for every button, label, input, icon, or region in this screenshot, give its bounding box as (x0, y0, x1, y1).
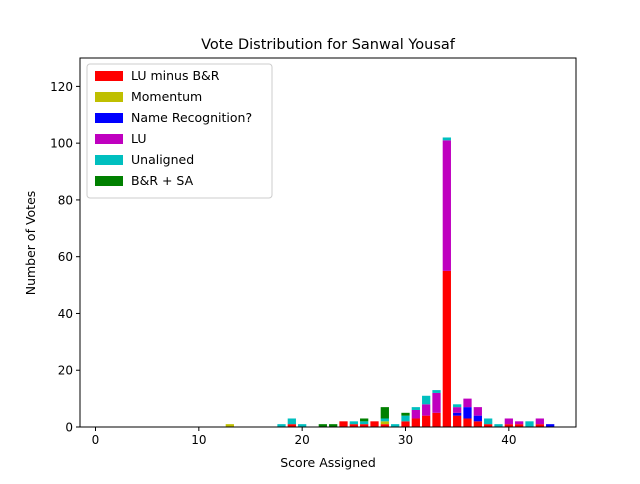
x-tick-label: 10 (191, 433, 206, 447)
bar-segment (463, 407, 472, 419)
bar-segment (453, 412, 462, 416)
bar-segment (422, 395, 431, 405)
bar-segment (546, 424, 555, 427)
bar-segment (463, 398, 472, 408)
bar-segment (318, 424, 327, 427)
y-axis-label: Number of Votes (23, 191, 38, 296)
bar-segment (484, 418, 493, 425)
chart-title: Vote Distribution for Sanwal Yousaf (201, 37, 456, 53)
legend-label: LU (131, 131, 147, 146)
bar-segment (515, 421, 524, 425)
bar-segment (380, 418, 389, 422)
bar-segment (298, 424, 307, 427)
x-axis-label: Score Assigned (280, 455, 376, 470)
bar-segment (453, 415, 462, 427)
legend-label: Momentum (131, 89, 202, 104)
bar-segment (401, 412, 410, 416)
axes: 0 10 20 30 40 0 20 40 60 80 100 120 (50, 57, 577, 447)
bar-segment (287, 418, 296, 425)
bar-segment (484, 424, 493, 427)
legend-swatch (95, 176, 123, 186)
y-tick-label: 60 (58, 250, 73, 264)
bar-segment (349, 421, 358, 425)
bar-segment (401, 421, 410, 427)
bar-segment (504, 424, 513, 427)
legend-label: LU minus B&R (131, 68, 220, 83)
bar-segment (422, 404, 431, 416)
bar-segment (442, 270, 451, 427)
bar-segment (225, 424, 234, 427)
legend-swatch (95, 113, 123, 123)
bar-segment (494, 424, 503, 427)
legend-swatch (95, 155, 123, 165)
y-tick-label: 80 (58, 193, 73, 207)
bar-segment (370, 421, 379, 427)
bar-segment (535, 418, 544, 425)
bar-segment (515, 424, 524, 427)
bar-segment (453, 404, 462, 408)
x-tick-label: 30 (398, 433, 413, 447)
plot-area (225, 137, 555, 427)
x-tick-label: 20 (295, 433, 310, 447)
bar-segment (525, 421, 534, 427)
bar-segment (380, 421, 389, 425)
legend-swatch (95, 134, 123, 144)
y-tick-label: 100 (50, 137, 73, 151)
bar-segment (329, 424, 338, 427)
bar-segment (349, 424, 358, 427)
legend-label: Name Recognition? (131, 110, 252, 125)
y-tick-label: 0 (65, 421, 73, 435)
bar-segment (473, 407, 482, 416)
bar-segment (463, 418, 472, 427)
legend-label: Unaligned (131, 152, 194, 167)
y-tick-label: 20 (58, 364, 73, 378)
bar-segment (411, 409, 420, 419)
bar-segment (473, 421, 482, 427)
bar-segment (287, 424, 296, 427)
bar-segment (277, 424, 286, 427)
y-tick-label: 120 (50, 80, 73, 94)
axes-frame (79, 57, 577, 428)
bar-segment (360, 421, 369, 425)
bar-segment (380, 407, 389, 419)
bar-segment (473, 415, 482, 422)
legend-box (86, 63, 273, 199)
y-tick-label: 40 (58, 307, 73, 321)
bar-segment (442, 140, 451, 271)
bar-segment (432, 412, 441, 427)
legend-swatch (95, 71, 123, 81)
bar-segment (453, 407, 462, 413)
bar-segment (411, 407, 420, 410)
legend-label: B&R + SA (131, 173, 194, 188)
bar-segment (411, 418, 420, 427)
bar-segment (360, 424, 369, 427)
bar-segment (422, 415, 431, 427)
bar-segment (535, 424, 544, 427)
bar-segment (391, 424, 400, 427)
legend: LU minus B&R Momentum Name Recognition? LU U… (86, 63, 273, 199)
bar-segment (360, 418, 369, 422)
bar-segment (339, 421, 348, 427)
bar-segment (380, 424, 389, 427)
bar-segment (432, 392, 441, 413)
bar-segment (432, 390, 441, 393)
bar-segment (504, 418, 513, 425)
x-tick-label: 0 (92, 433, 100, 447)
legend-swatch (95, 92, 123, 102)
x-tick-label: 40 (501, 433, 516, 447)
bar-segment (442, 137, 451, 141)
bar-segment (401, 415, 410, 422)
